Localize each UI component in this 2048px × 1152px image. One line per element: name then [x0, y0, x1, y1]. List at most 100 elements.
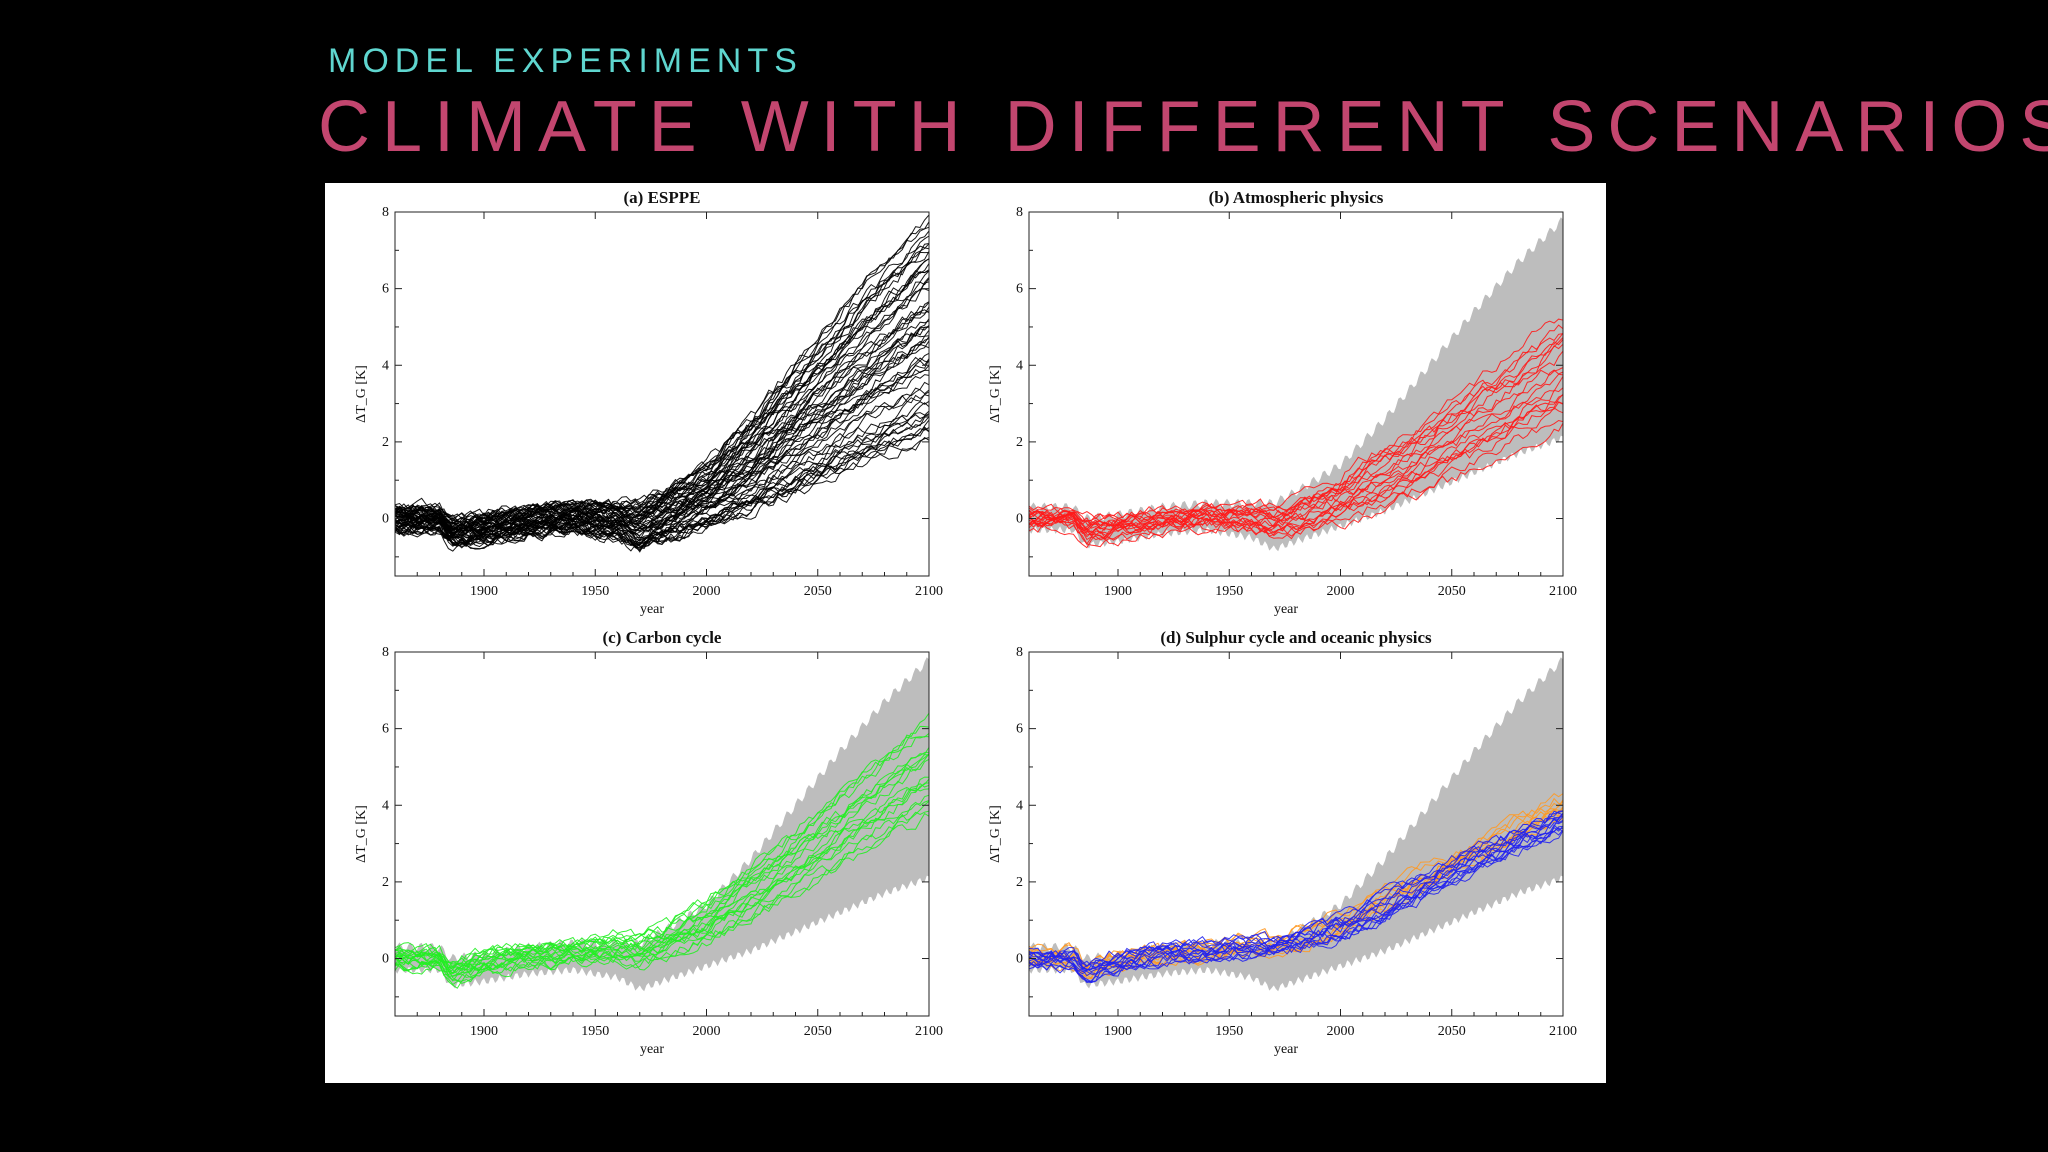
x-tick-label: 2100 [1549, 584, 1577, 599]
x-tick-label: 1950 [581, 1024, 609, 1039]
series-line [394, 226, 930, 525]
y-tick-label: 4 [1016, 358, 1023, 373]
series-line [394, 436, 930, 550]
series-line [1028, 324, 1564, 525]
y-tick-label: 6 [382, 282, 389, 297]
y-tick-label: 8 [382, 205, 389, 220]
y-axis-label: ΔT_G [K] [988, 805, 1003, 863]
panel-title: (c) Carbon cycle [603, 628, 722, 647]
series-line [1028, 369, 1564, 531]
x-axis-label: year [640, 1042, 664, 1057]
series-line [1028, 394, 1564, 539]
x-tick-label: 2050 [1438, 1024, 1466, 1039]
y-tick-label: 0 [382, 512, 389, 527]
series-line [1028, 376, 1564, 537]
series-line [394, 258, 930, 531]
y-tick-label: 2 [382, 875, 389, 890]
x-tick-label: 1950 [1215, 584, 1243, 599]
series-line [394, 214, 930, 527]
series-line [395, 288, 930, 530]
series-line [394, 310, 930, 531]
series-line [394, 387, 930, 545]
series-line [1028, 318, 1564, 520]
series-line [1028, 401, 1564, 541]
x-tick-label: 1950 [1215, 1024, 1243, 1039]
slide-title: CLIMATE WITH DIFFERENT SCENARIOS [318, 87, 2048, 167]
y-tick-label: 2 [1016, 875, 1023, 890]
series-line [394, 301, 930, 529]
series-line [394, 725, 930, 965]
y-tick-label: 2 [1016, 435, 1023, 450]
series-line [394, 787, 930, 982]
series-line [1028, 339, 1564, 530]
chart-panel-1: 1900 1950 2000 2050 2100 0 2 4 6 8 (a) ESPPE year ΔT… [354, 188, 943, 617]
y-tick-label: 8 [382, 645, 389, 660]
series-line [394, 306, 930, 535]
x-tick-label: 1900 [1104, 1024, 1132, 1039]
x-tick-label: 1950 [581, 584, 609, 599]
x-axis-label: year [640, 602, 664, 617]
y-axis-label: ΔT_G [K] [354, 365, 369, 423]
y-tick-label: 4 [1016, 798, 1023, 813]
series-line [394, 243, 930, 525]
series-line [1028, 824, 1564, 973]
chart-panel-3: 1900 1950 2000 2050 2100 0 2 4 6 8 (c) Carbon cycl… [354, 628, 943, 1057]
x-axis-label: year [1274, 1042, 1298, 1057]
y-tick-label: 8 [1016, 645, 1023, 660]
series-line [1028, 813, 1564, 973]
x-tick-label: 1900 [470, 1024, 498, 1039]
ensemble-envelope [1029, 657, 1563, 992]
chart-panel-4: 1900 1950 2000 2050 2100 0 2 4 6 8 (d) Sulphur cyc… [988, 628, 1577, 1057]
x-axis-label: year [1274, 602, 1298, 617]
panel-title: (b) Atmospheric physics [1209, 188, 1384, 207]
series-line [394, 338, 930, 536]
x-tick-label: 2050 [804, 584, 832, 599]
series-line [394, 251, 930, 524]
y-tick-label: 0 [382, 952, 389, 967]
series-line [1028, 825, 1564, 983]
series-line [394, 712, 930, 970]
y-tick-label: 0 [1016, 952, 1023, 967]
series-line [1028, 810, 1564, 967]
y-tick-label: 8 [1016, 205, 1023, 220]
series-line [394, 735, 930, 969]
series-line [394, 800, 930, 986]
ensemble-envelope [1029, 217, 1563, 552]
x-tick-label: 2100 [915, 1024, 943, 1039]
series-line [394, 358, 930, 537]
y-axis-label: ΔT_G [K] [988, 365, 1003, 423]
y-tick-label: 0 [1016, 512, 1023, 527]
y-tick-label: 4 [382, 358, 389, 373]
series-line [394, 778, 930, 982]
ensemble-envelope [395, 657, 929, 992]
x-tick-label: 1900 [470, 584, 498, 599]
series-line [394, 402, 930, 547]
series-line [1028, 825, 1564, 977]
x-tick-label: 2050 [1438, 584, 1466, 599]
y-axis-label: ΔT_G [K] [354, 805, 369, 863]
series-line [1028, 333, 1564, 523]
series-line [1028, 419, 1564, 548]
chart-panel-2: 1900 1950 2000 2050 2100 0 2 4 6 8 (b) Atmospheric… [988, 188, 1577, 617]
series-line [1028, 793, 1564, 969]
x-tick-label: 2100 [1549, 1024, 1577, 1039]
y-tick-label: 6 [1016, 722, 1023, 737]
y-tick-label: 2 [382, 435, 389, 450]
x-tick-label: 2000 [1327, 1024, 1355, 1039]
panel-title: (d) Sulphur cycle and oceanic physics [1160, 628, 1432, 647]
series-line [394, 782, 930, 974]
x-tick-label: 2000 [693, 1024, 721, 1039]
y-tick-label: 6 [1016, 282, 1023, 297]
y-tick-label: 6 [382, 722, 389, 737]
x-tick-label: 2000 [1327, 584, 1355, 599]
series-line [394, 733, 930, 971]
series-line [1028, 401, 1564, 541]
x-tick-label: 1900 [1104, 584, 1132, 599]
y-tick-label: 4 [382, 798, 389, 813]
x-tick-label: 2100 [915, 584, 943, 599]
figure-panel: 1900 1950 2000 2050 2100 0 2 4 6 8 (a) ESPPE year ΔT… [325, 183, 1606, 1083]
x-tick-label: 2050 [804, 1024, 832, 1039]
series-line [394, 251, 930, 531]
x-tick-label: 2000 [693, 584, 721, 599]
